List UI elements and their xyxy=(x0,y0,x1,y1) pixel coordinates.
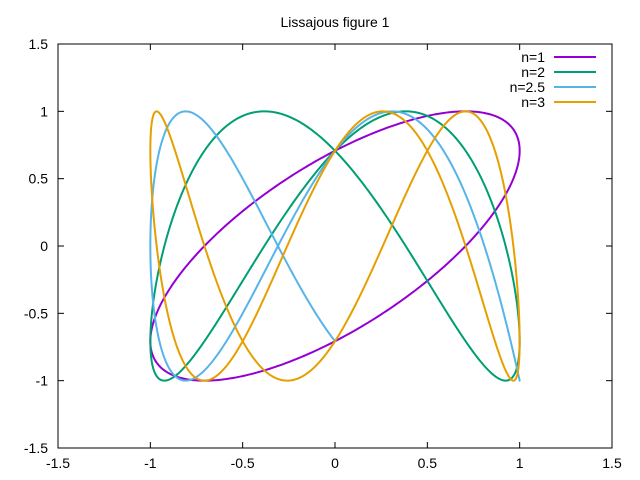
y-axis-ticks: -1.5 -1 -0.5 0 0.5 1 1.5 xyxy=(24,36,612,456)
y-tick-label: 0.5 xyxy=(29,171,49,187)
y-tick-label: -0.5 xyxy=(24,305,48,321)
y-tick-label: 1.5 xyxy=(29,36,49,52)
x-tick-label: -1.5 xyxy=(46,455,70,471)
legend-label: n=2 xyxy=(521,64,545,80)
x-tick-label: 0.5 xyxy=(418,455,438,471)
series-layer xyxy=(149,110,521,382)
y-tick-label: 0 xyxy=(40,238,48,254)
y-tick-label: 1 xyxy=(40,103,48,119)
x-tick-label: 0 xyxy=(331,455,339,471)
legend-label: n=2.5 xyxy=(510,79,546,95)
y-tick-label: -1.5 xyxy=(24,440,48,456)
legend-label: n=1 xyxy=(521,49,545,65)
y-tick-label: -1 xyxy=(36,373,49,389)
x-tick-label: 1 xyxy=(516,455,524,471)
series-line-4 xyxy=(149,110,521,382)
x-axis-ticks: -1.5 -1 -0.5 0 0.5 1 1.5 xyxy=(46,44,622,471)
x-tick-label: -1 xyxy=(144,455,157,471)
legend-label: n=3 xyxy=(521,94,545,110)
x-tick-label: 1.5 xyxy=(602,455,622,471)
chart-title: Lissajous figure 1 xyxy=(281,14,390,30)
x-tick-label: -0.5 xyxy=(231,455,255,471)
legend: n=1n=2n=2.5n=3 xyxy=(510,49,596,110)
